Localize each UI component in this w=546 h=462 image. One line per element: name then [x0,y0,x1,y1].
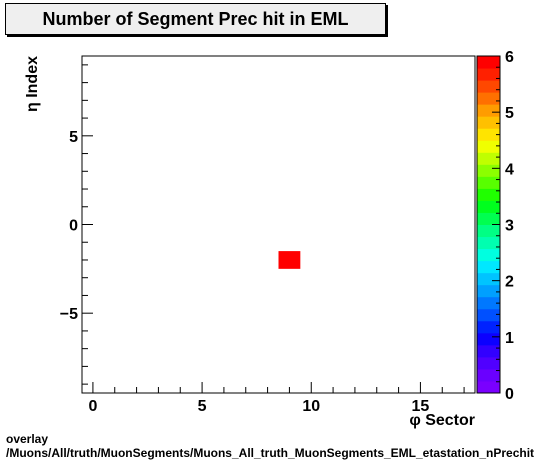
colorbar-segment [477,56,500,69]
colorbar-segment [477,104,500,117]
colorbar-segment [477,260,500,274]
colorbar-segment [477,236,500,250]
colorbar-segment [477,332,500,346]
colorbar-segment [477,320,500,334]
y-axis-title: η Index [24,56,41,112]
colorbar-segment [477,212,500,225]
colorbar-segment [477,224,500,238]
colorbar-segment [477,200,500,213]
y-tick-label: −5 [60,306,78,323]
plot-frame [81,55,476,394]
colorbar-tick-label: 0 [505,386,514,403]
colorbar-segment [477,368,500,382]
colorbar-segment [477,188,500,201]
colorbar-segment [477,116,500,129]
y-tick-label: 0 [69,218,78,235]
colorbar-segment [477,248,500,262]
colorbar-segment [477,176,500,189]
footer-line-1: overlay [6,432,49,446]
colorbar-segment [477,284,500,298]
colorbar-segment [477,80,500,93]
colorbar-segment [477,140,500,153]
colorbar-tick-label: 6 [505,49,514,66]
y-tick-label: 5 [69,129,78,146]
colorbar-tick-label: 4 [505,161,514,178]
colorbar-segment [477,272,500,286]
colorbar: 0 1 2 3 4 5 6 [476,49,514,403]
x-tick-label: 5 [198,398,207,415]
colorbar-segment [477,128,500,141]
colorbar-tick-label: 1 [505,330,514,347]
colorbar-tick-label: 3 [505,218,514,235]
colorbar-tick-label: 5 [505,105,514,122]
colorbar-segment [477,380,500,394]
chart-title-box: Number of Segment Prec hit in EML [5,3,386,35]
colorbar-segment [477,164,500,177]
plot-area: 0 5 10 15 −5 0 5 [60,55,476,415]
colorbar-segment [477,344,500,358]
heatmap-cell [278,251,301,269]
colorbar-segment [477,92,500,105]
x-axis-title: φ Sector [409,412,475,429]
x-tick-label: 15 [412,398,430,415]
colorbar-segment [477,308,500,322]
footer-line-2: /Muons/All/truth/MuonSegments/Muons_All_… [6,446,535,460]
colorbar-tick-label: 2 [505,274,514,291]
colorbar-segment [477,296,500,310]
colorbar-segment [477,356,500,370]
chart-title: Number of Segment Prec hit in EML [42,8,349,29]
x-tick-label: 10 [302,398,320,415]
x-tick-label: 0 [88,398,97,415]
colorbar-segment [477,68,500,81]
colorbar-segment [477,152,500,165]
